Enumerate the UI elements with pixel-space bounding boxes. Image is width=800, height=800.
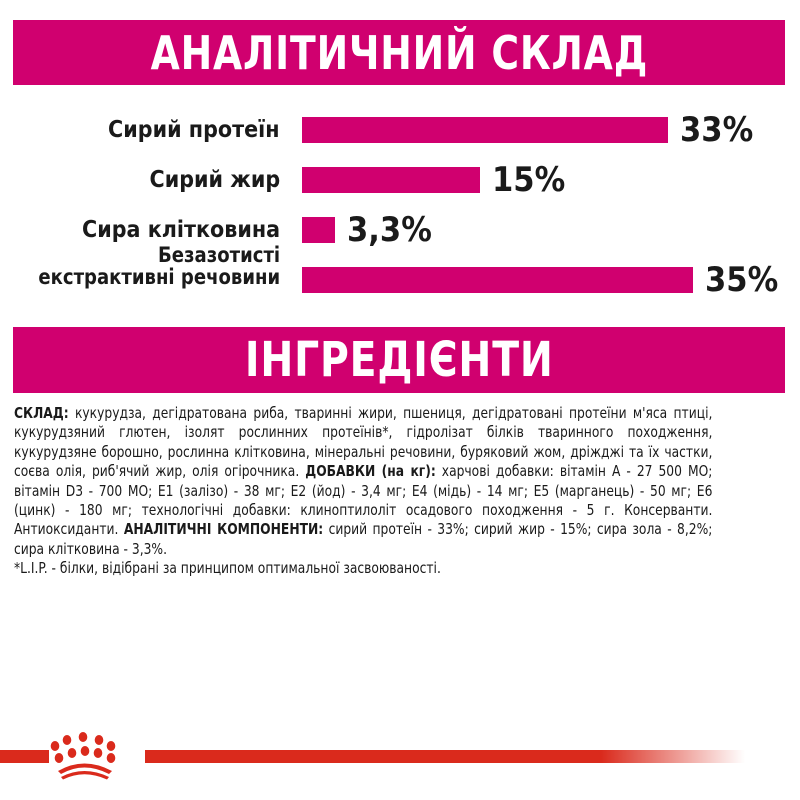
chart-row-crude-fiber: Сира клітковина 3,3%: [0, 210, 800, 250]
brand-line-right: [145, 750, 745, 763]
crown-icon: [50, 732, 116, 780]
brand-line-left: [0, 750, 49, 763]
additives-label: ДОБАВКИ (на кг):: [305, 462, 436, 481]
analytical-components-text: сирий протеїн - 33%; сирий жир - 15%; си…: [14, 520, 713, 558]
bar-value: 33%: [680, 110, 754, 150]
ingredients-banner: ІНГРЕДІЄНТИ: [13, 327, 785, 393]
composition-label: СКЛАД:: [14, 404, 69, 422]
bar: [302, 267, 693, 293]
bar-label: Сирий жир: [149, 167, 280, 193]
analytical-composition-banner: АНАЛІТИЧНИЙ СКЛАД: [13, 20, 785, 85]
bar-label: Сирий протеїн: [108, 117, 280, 143]
bar-label: Безазотисті екстрактивні речовини: [38, 244, 280, 288]
bar-label: Сира клітковина: [81, 217, 280, 243]
composition-text: кукурудза, дегідратована риба, тваринні …: [14, 404, 713, 481]
additives-text: харчові добавки: вітамін А - 27 500 МО; …: [14, 462, 713, 539]
footnote: *L.I.P. - білки, відібрані за принципом …: [14, 559, 441, 578]
ingredients-title: ІНГРЕДІЄНТИ: [244, 332, 554, 388]
bar: [302, 167, 480, 193]
analytical-composition-title: АНАЛІТИЧНИЙ СКЛАД: [150, 25, 648, 80]
bar-label-line1: Безазотисті: [157, 243, 280, 267]
bar-label-line2: екстрактивні речовини: [38, 265, 280, 289]
bar: [302, 217, 335, 243]
bar-value: 3,3%: [347, 210, 432, 250]
bar: [302, 117, 668, 143]
chart-row-crude-protein: Сирий протеїн 33%: [0, 110, 800, 150]
bar-value: 15%: [492, 160, 566, 200]
ingredients-paragraph: СКЛАД: кукурудза, дегідратована риба, тв…: [14, 404, 712, 559]
ingredients-text-block: СКЛАД: кукурудза, дегідратована риба, тв…: [14, 404, 712, 579]
chart-row-crude-fat: Сирий жир 15%: [0, 160, 800, 200]
chart-row-nitrogen-free-extract: Безазотисті екстрактивні речовини 35%: [0, 244, 800, 300]
bar-value: 35%: [705, 260, 779, 300]
analytical-components-label: АНАЛІТИЧНІ КОМПОНЕНТИ:: [123, 520, 324, 539]
